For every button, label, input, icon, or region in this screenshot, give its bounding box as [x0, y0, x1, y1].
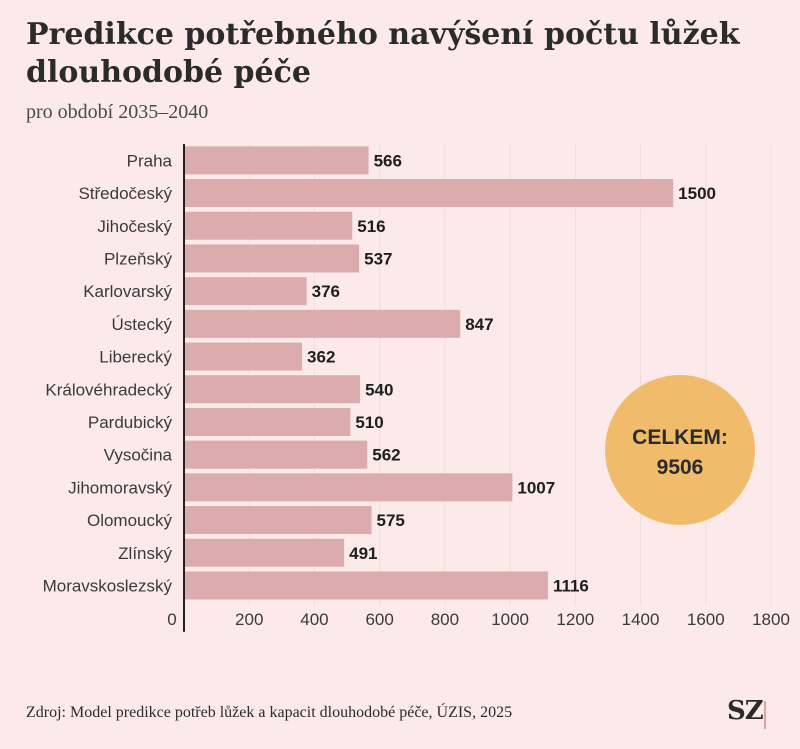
bar	[184, 244, 360, 273]
value-label: 562	[372, 446, 400, 465]
bar	[184, 277, 307, 306]
value-label: 540	[365, 380, 393, 399]
value-labels: 566 1500 516 537 376 847 362 540 510 562 1007 57549…	[307, 151, 716, 595]
value-label: 516	[357, 217, 385, 236]
total-circle	[605, 375, 755, 525]
bar	[184, 440, 368, 469]
category-label: Středočeský	[78, 184, 172, 203]
value-label: 575	[377, 511, 405, 530]
bar	[184, 538, 345, 567]
x-tick-label: 1400	[622, 610, 660, 629]
bar	[184, 407, 351, 436]
bar	[184, 179, 674, 208]
category-labels: Praha Středočeský Jihočeský Plzeňský Karlova…	[43, 151, 173, 595]
x-tick-label: 1600	[687, 610, 725, 629]
sz-logo: SZ	[727, 696, 764, 726]
value-label: 491	[349, 544, 377, 563]
value-label: 537	[364, 249, 392, 268]
total-annotation: CELKEM: 9506	[605, 375, 755, 525]
x-tick-label: 800	[431, 610, 459, 629]
x-tick-label: 1200	[556, 610, 594, 629]
x-tick-label: 1000	[491, 610, 529, 629]
bar	[184, 506, 372, 535]
bar	[184, 375, 361, 404]
value-label: 1116	[553, 576, 589, 595]
source-note: Zdroj: Model predikce potřeb lůžek a kap…	[26, 704, 513, 721]
bars	[184, 146, 674, 600]
x-tick-label: 1800	[752, 610, 790, 629]
bar	[184, 309, 461, 338]
value-label: 1500	[678, 184, 716, 203]
bar-chart: Praha Středočeský Jihočeský Plzeňský Karlova…	[43, 144, 790, 632]
category-label: Praha	[127, 151, 173, 170]
bar	[184, 211, 353, 240]
value-label: 376	[312, 282, 340, 301]
category-label: Pardubický	[88, 413, 173, 432]
category-label: Královéhradecký	[45, 380, 172, 399]
bar	[184, 473, 513, 502]
value-label: 362	[307, 348, 335, 367]
category-label: Plzeňský	[104, 249, 173, 268]
bar	[184, 571, 548, 600]
category-label: Liberecký	[99, 348, 172, 367]
chart-subtitle: pro období 2035–2040	[26, 101, 209, 123]
logo-accent-bar	[764, 701, 766, 729]
x-tick-label: 200	[235, 610, 263, 629]
x-tick-label: 600	[365, 610, 393, 629]
x-tick-label: 400	[300, 610, 328, 629]
category-label: Jihočeský	[97, 217, 172, 236]
category-label: Moravskoslezský	[43, 576, 173, 595]
category-label: Olomoucký	[87, 511, 173, 530]
value-label: 566	[374, 151, 402, 170]
value-label: 1007	[517, 478, 555, 497]
category-label: Karlovarský	[83, 282, 172, 301]
x-axis-ticks: 0 200 400 600 800 1000 1200 1400 1600 1800	[167, 610, 790, 629]
value-label: 847	[465, 315, 493, 334]
category-label: Zlínský	[118, 544, 172, 563]
chart-title: Predikce potřebného navýšení počtu lůžek…	[26, 17, 740, 90]
value-label: 510	[355, 413, 383, 432]
grid-lines	[248, 144, 772, 606]
category-label: Ústecký	[112, 315, 173, 334]
category-label: Vysočina	[104, 446, 173, 465]
bar	[184, 146, 369, 175]
x-tick-label: 0	[167, 610, 176, 629]
total-label: CELKEM:	[632, 426, 728, 449]
total-value: 9506	[657, 456, 704, 479]
bar	[184, 342, 303, 371]
category-label: Jihomoravský	[68, 478, 172, 497]
